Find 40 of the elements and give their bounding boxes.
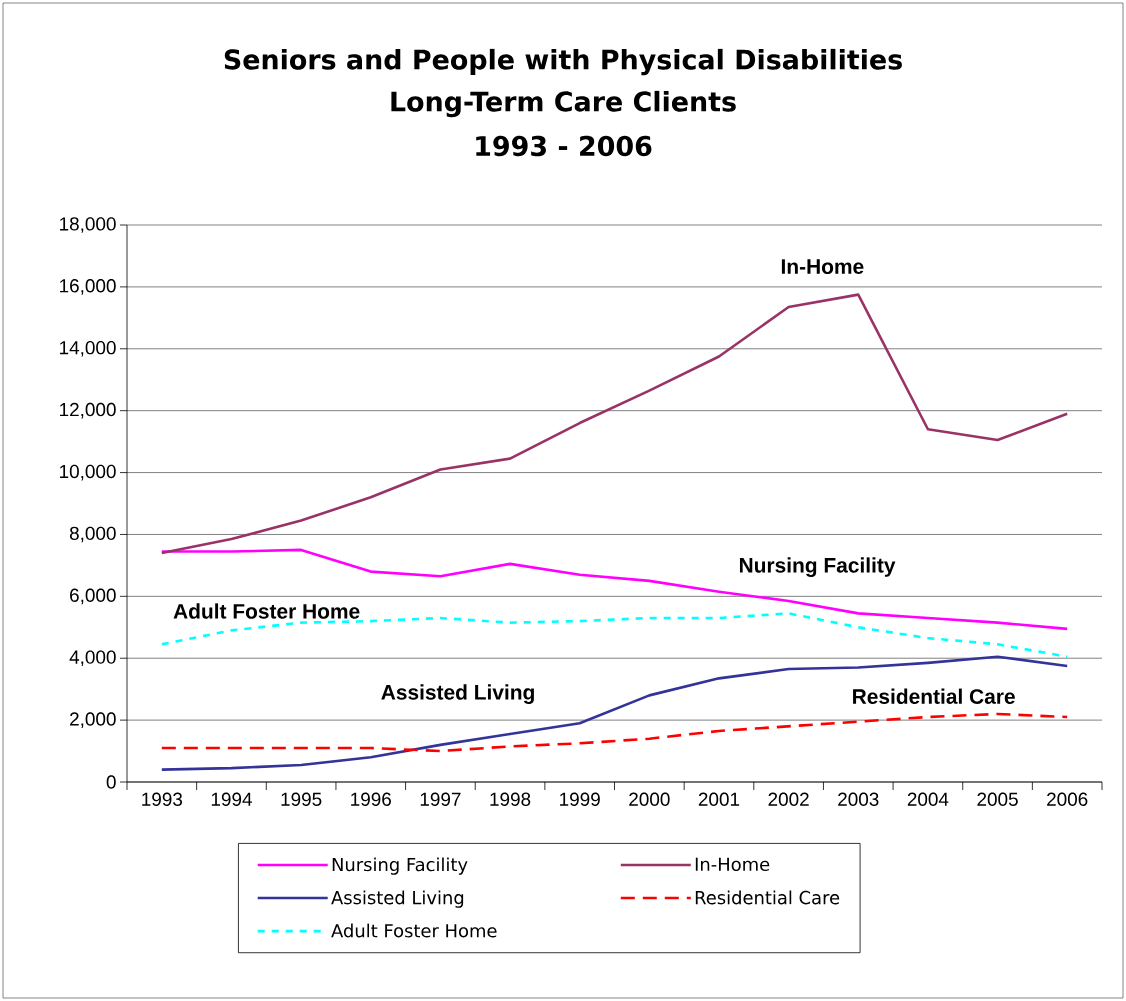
y-tick-label: 18,000 <box>60 217 116 233</box>
x-tick-label: 2000 <box>629 792 670 806</box>
legend-label: Adult Foster Home <box>331 923 497 938</box>
x-tick-label: 2003 <box>838 792 879 806</box>
y-tick-label: 0 <box>106 775 116 789</box>
y-tick-label: 14,000 <box>60 340 116 357</box>
annotation: Nursing Facility <box>739 557 896 577</box>
text: 1993 - 2006 <box>476 135 652 157</box>
legend-label: Nursing Facility <box>332 857 468 875</box>
annotation: Residential Care <box>853 688 1015 704</box>
legend-label: Residential Care <box>695 890 840 905</box>
y-tick-label: 6,000 <box>70 588 116 605</box>
line-series <box>160 548 1069 631</box>
x-tick-label: 1997 <box>420 792 461 806</box>
x-tick-label: 1999 <box>560 792 600 806</box>
annotation: In-Home <box>781 259 864 274</box>
x-tick-label: 1996 <box>351 792 391 806</box>
annotation: Assisted Living <box>381 684 534 704</box>
x-tick-label: 1998 <box>490 792 531 806</box>
y-tick-label: 8,000 <box>69 526 116 543</box>
x-tick-label: 2002 <box>768 792 809 806</box>
x-tick-label: 1993 <box>142 792 183 806</box>
y-tick-label: 16,000 <box>60 279 116 295</box>
annotation: Adult Foster Home <box>173 603 360 619</box>
y-tick-label: 12,000 <box>60 402 116 419</box>
x-tick-label: 2001 <box>698 792 740 806</box>
y-tick-label: 4,000 <box>69 650 116 667</box>
x-tick-label: 1995 <box>281 792 322 806</box>
line-series <box>160 293 1069 555</box>
x-tick-label: 2004 <box>907 792 949 806</box>
legend-label: Assisted Living <box>331 890 464 908</box>
x-tick-label: 2005 <box>977 792 1018 806</box>
y-tick-label: 10,000 <box>60 464 116 481</box>
chart-subtitle: Long-Term Care Clients <box>391 90 736 118</box>
x-tick-label: 1994 <box>211 792 252 806</box>
chart-title: Seniors and People with Physical Disabilities <box>224 48 902 76</box>
x-tick-label: 2006 <box>1047 792 1088 806</box>
y-tick-label: 2,000 <box>70 712 116 728</box>
line-series <box>160 655 1069 771</box>
legend-label: In-Home <box>695 857 770 871</box>
